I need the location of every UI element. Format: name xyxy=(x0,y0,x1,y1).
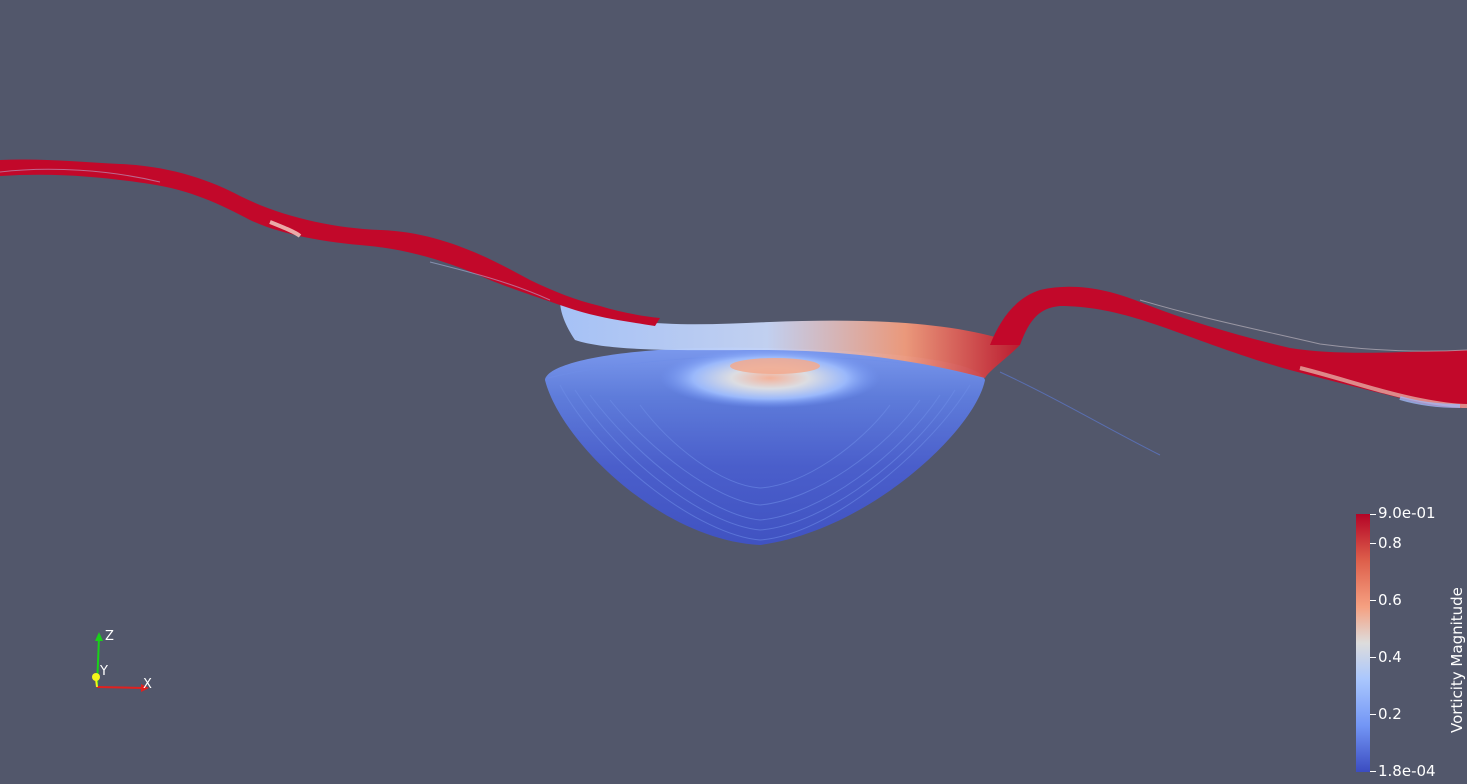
vortex-core-hot xyxy=(730,358,820,374)
color-legend-max-label: 9.0e-01 xyxy=(1378,504,1436,522)
streamline-band-right-blue xyxy=(1399,396,1461,408)
orientation-axes: Z Y X xyxy=(85,625,165,700)
axis-y-label: Y xyxy=(100,664,108,679)
streamline-threads-left xyxy=(0,168,551,301)
color-legend-tick-label: 0.4 xyxy=(1378,648,1402,666)
streamline-threads-right xyxy=(999,299,1467,456)
streamline-band-right xyxy=(990,286,1467,408)
color-legend-tick xyxy=(1370,600,1376,601)
orientation-axes-icon xyxy=(92,632,149,692)
vortex-rim xyxy=(560,300,1020,378)
color-legend-tick xyxy=(1370,657,1376,658)
vortex-contours xyxy=(547,355,983,541)
vortex-core xyxy=(660,348,880,408)
color-legend-tick xyxy=(1370,714,1376,715)
color-legend-title: Vorticity Magnitude xyxy=(1448,587,1466,733)
streamline-band-left-white xyxy=(269,220,302,238)
color-legend: 9.0e-01 0.8 0.6 0.4 0.2 1.8e-04 Vorticit… xyxy=(1348,504,1467,780)
color-legend-tick xyxy=(1370,543,1376,544)
axis-x-label: X xyxy=(143,677,152,692)
color-legend-min-label: 1.8e-04 xyxy=(1378,762,1436,780)
color-legend-tick-min xyxy=(1370,771,1376,772)
vortex-bowl xyxy=(545,347,985,545)
streamline-band-left xyxy=(0,159,660,326)
axis-z-label: Z xyxy=(105,629,114,644)
color-legend-tick-label: 0.2 xyxy=(1378,705,1402,723)
color-legend-tick-label: 0.6 xyxy=(1378,591,1402,609)
color-legend-tick-max xyxy=(1370,514,1376,515)
color-legend-tick-label: 0.8 xyxy=(1378,534,1402,552)
color-legend-bar xyxy=(1356,514,1370,772)
